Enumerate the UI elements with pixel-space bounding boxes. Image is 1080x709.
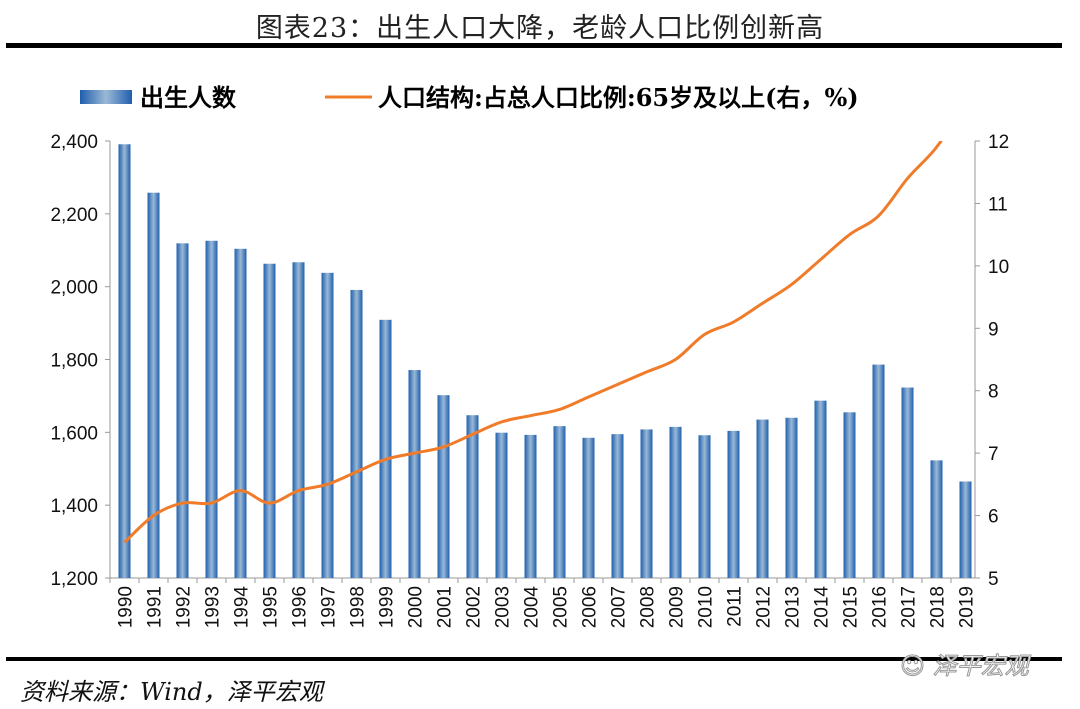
legend: 出生人数 人口结构:占总人口比例:65岁及以上(右，%) — [80, 83, 859, 112]
x-tick-label: 2005 — [551, 586, 572, 628]
left-tick-label: 1,400 — [50, 496, 98, 517]
left-tick-label: 1,200 — [50, 569, 98, 590]
x-tick-label: 2001 — [435, 586, 456, 628]
x-tick-label: 2004 — [522, 586, 543, 629]
bar-1990 — [118, 144, 131, 578]
bar-1993 — [205, 240, 218, 578]
x-tick-label: 1990 — [116, 586, 137, 628]
bar-2015 — [843, 412, 856, 578]
bar-2000 — [408, 370, 421, 578]
x-tick-label: 2019 — [957, 586, 978, 628]
x-tick-label: 1996 — [290, 586, 311, 628]
bar-1997 — [321, 272, 334, 578]
bar-2004 — [524, 434, 537, 578]
right-tick-label: 9 — [988, 319, 999, 340]
right-tick-label: 7 — [988, 444, 999, 465]
footer-divider — [6, 657, 1062, 661]
x-tick-label: 2011 — [725, 586, 746, 627]
x-tick-label: 2009 — [667, 586, 688, 628]
chart-title: 图表23：出生人口大降，老龄人口比例创新高 — [255, 13, 825, 44]
bar-2017 — [901, 387, 914, 578]
bar-2018 — [930, 460, 943, 578]
x-tick-label: 2008 — [638, 586, 659, 628]
x-tick-label: 1992 — [174, 586, 195, 628]
right-tick-label: 10 — [988, 257, 1009, 278]
x-tick-label: 2015 — [841, 586, 862, 628]
bar-2007 — [611, 434, 624, 578]
x-tick-label: 2018 — [928, 586, 949, 628]
bar-2014 — [814, 400, 827, 578]
bar-2011 — [727, 430, 740, 578]
x-tick-label: 2016 — [870, 586, 891, 628]
watermark-text: 泽平宏观 — [932, 652, 1029, 681]
bar-2010 — [698, 435, 711, 578]
x-tick-label: 2017 — [899, 586, 920, 628]
elderly-ratio-line — [123, 141, 943, 544]
bar-2013 — [785, 417, 798, 578]
watermark: ☺ 泽平宏观 — [900, 652, 1030, 681]
bar-2008 — [640, 429, 653, 578]
right-tick-label: 5 — [988, 569, 999, 590]
bar-2016 — [872, 364, 885, 578]
left-tick-label: 1,600 — [50, 423, 98, 444]
x-tick-label: 1994 — [232, 586, 253, 629]
legend-label-elderly: 人口结构:占总人口比例:65岁及以上(右，%) — [378, 83, 859, 112]
bar-1995 — [263, 263, 276, 578]
right-tick-label: 8 — [988, 382, 999, 403]
x-tick-label: 2002 — [464, 586, 485, 628]
bar-1996 — [292, 262, 305, 578]
x-tick-label: 1993 — [203, 586, 224, 628]
title-divider — [6, 43, 1062, 48]
left-tick-label: 2,400 — [50, 132, 98, 153]
x-tick-label: 2014 — [812, 586, 833, 629]
legend-label-births: 出生人数 — [140, 83, 237, 112]
bar-2005 — [553, 426, 566, 578]
x-tick-label: 1991 — [145, 586, 166, 628]
bar-2009 — [669, 426, 682, 578]
bar-2002 — [466, 415, 479, 578]
bar-2019 — [959, 481, 972, 578]
x-tick-label: 2006 — [580, 586, 601, 628]
bar-2003 — [495, 432, 508, 578]
left-tick-label: 2,200 — [50, 205, 98, 226]
bar-1999 — [379, 319, 392, 578]
bar-1994 — [234, 248, 247, 578]
right-tick-label: 12 — [988, 132, 1009, 153]
source-note: 资料来源：Wind，泽平宏观 — [20, 678, 323, 706]
x-tick-label: 2000 — [406, 586, 427, 628]
bar-2001 — [437, 395, 450, 578]
x-tick-label: 2010 — [696, 586, 717, 628]
left-tick-label: 2,000 — [50, 278, 98, 299]
x-tick-label: 1999 — [377, 586, 398, 628]
right-tick-label: 11 — [988, 194, 1008, 215]
bar-1992 — [176, 243, 189, 579]
bar-1998 — [350, 289, 363, 578]
x-tick-label: 2007 — [609, 586, 630, 628]
x-tick-label: 1997 — [319, 586, 340, 628]
x-tick-label: 1995 — [261, 586, 282, 628]
x-tick-label: 2003 — [493, 586, 514, 628]
bar-2006 — [582, 437, 595, 578]
x-tick-label: 2012 — [754, 586, 775, 628]
bar-1991 — [147, 192, 160, 578]
left-tick-label: 1,800 — [50, 351, 98, 372]
x-tick-label: 2013 — [783, 586, 804, 628]
bar-2012 — [756, 419, 769, 578]
x-tick-label: 1998 — [348, 586, 369, 628]
right-tick-label: 6 — [988, 507, 999, 528]
legend-bar-swatch — [80, 90, 132, 104]
